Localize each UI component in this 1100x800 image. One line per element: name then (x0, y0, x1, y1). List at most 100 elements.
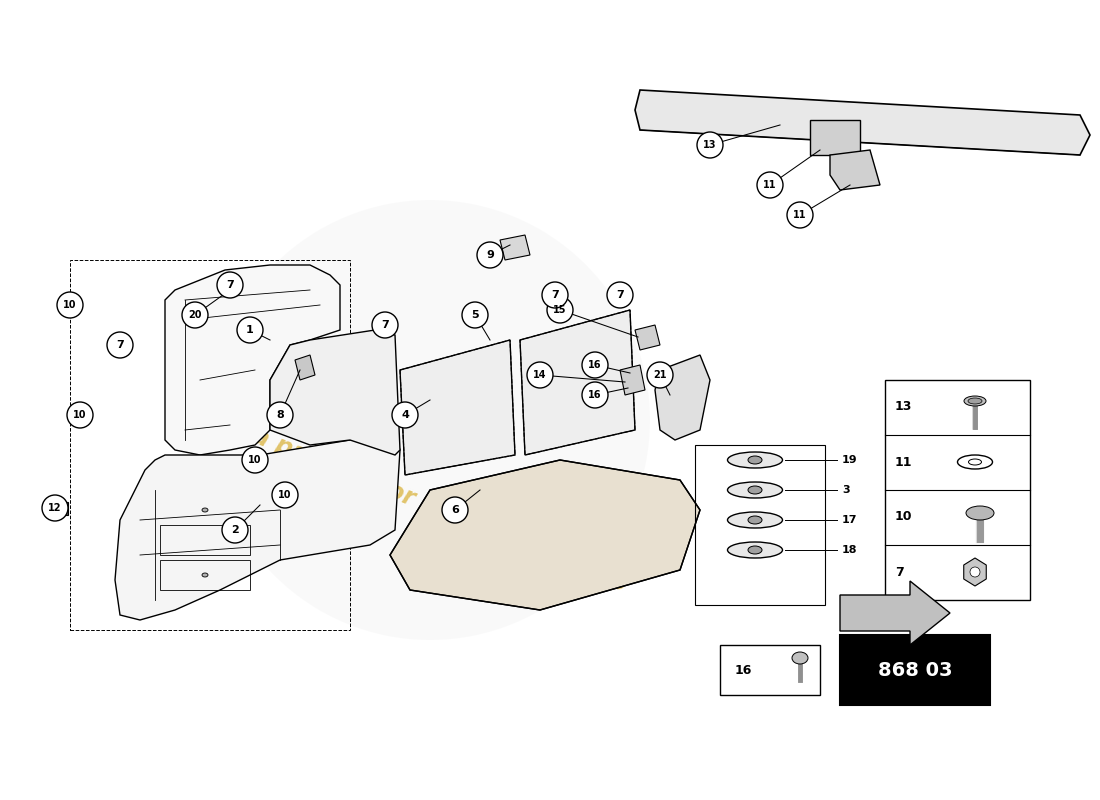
Text: 3: 3 (842, 485, 849, 495)
Polygon shape (295, 355, 315, 380)
Polygon shape (840, 581, 950, 645)
Circle shape (527, 362, 553, 388)
Text: 18: 18 (842, 545, 858, 555)
Ellipse shape (966, 506, 994, 520)
Circle shape (970, 567, 980, 577)
Text: 15: 15 (553, 305, 566, 315)
Text: 10: 10 (278, 490, 292, 500)
Circle shape (697, 132, 723, 158)
Text: 2: 2 (231, 525, 239, 535)
Circle shape (267, 402, 293, 428)
Bar (695, 445, 825, 605)
Text: 19: 19 (842, 455, 858, 465)
Text: a passion for parts since 1985: a passion for parts since 1985 (249, 423, 631, 597)
Circle shape (547, 297, 573, 323)
Polygon shape (400, 340, 515, 475)
Text: 7: 7 (117, 340, 124, 350)
Bar (70, 260, 350, 630)
Polygon shape (270, 330, 400, 455)
Polygon shape (635, 325, 660, 350)
Circle shape (462, 302, 488, 328)
Circle shape (272, 482, 298, 508)
Text: 10: 10 (74, 410, 87, 420)
Polygon shape (964, 558, 987, 586)
Circle shape (57, 292, 82, 318)
Circle shape (210, 200, 650, 640)
Polygon shape (654, 355, 710, 440)
Text: 17: 17 (842, 515, 858, 525)
Ellipse shape (727, 542, 782, 558)
Text: 7: 7 (551, 290, 559, 300)
Polygon shape (390, 460, 700, 610)
Ellipse shape (748, 516, 762, 524)
Circle shape (217, 272, 243, 298)
Text: 11: 11 (895, 455, 913, 469)
Text: 10: 10 (249, 455, 262, 465)
Text: 5: 5 (471, 310, 478, 320)
Circle shape (242, 447, 268, 473)
Text: 16: 16 (588, 390, 602, 400)
Circle shape (107, 332, 133, 358)
Circle shape (42, 495, 68, 521)
Polygon shape (830, 150, 880, 190)
Text: 12: 12 (48, 503, 62, 513)
Text: 21: 21 (653, 370, 667, 380)
Text: 7: 7 (227, 280, 234, 290)
Circle shape (182, 302, 208, 328)
Bar (160, 560, 250, 590)
Bar (886, 380, 1030, 600)
Circle shape (786, 202, 813, 228)
Circle shape (582, 382, 608, 408)
Circle shape (542, 282, 568, 308)
Polygon shape (116, 430, 400, 620)
Polygon shape (165, 265, 340, 455)
Ellipse shape (202, 508, 208, 512)
Text: 14: 14 (534, 370, 547, 380)
Polygon shape (620, 365, 645, 395)
Text: 20: 20 (188, 310, 201, 320)
Bar (810, 120, 860, 155)
Circle shape (607, 282, 632, 308)
Circle shape (67, 402, 94, 428)
Text: 9: 9 (486, 250, 494, 260)
Ellipse shape (748, 456, 762, 464)
Text: 7: 7 (616, 290, 624, 300)
Bar (160, 525, 250, 555)
Ellipse shape (727, 482, 782, 498)
Text: 13: 13 (703, 140, 717, 150)
Text: 11: 11 (763, 180, 777, 190)
Circle shape (477, 242, 503, 268)
Text: 7: 7 (381, 320, 389, 330)
Circle shape (236, 317, 263, 343)
Text: 10: 10 (895, 510, 913, 523)
Bar (840, 635, 990, 705)
Ellipse shape (792, 652, 808, 664)
Circle shape (372, 312, 398, 338)
Ellipse shape (968, 398, 982, 404)
Circle shape (392, 402, 418, 428)
Text: 7: 7 (895, 566, 904, 578)
Text: 10: 10 (64, 300, 77, 310)
Ellipse shape (964, 396, 986, 406)
Ellipse shape (727, 512, 782, 528)
Text: 11: 11 (793, 210, 806, 220)
Circle shape (757, 172, 783, 198)
Text: 6: 6 (451, 505, 459, 515)
Text: 4: 4 (402, 410, 409, 420)
Text: 16: 16 (735, 663, 752, 677)
Circle shape (582, 352, 608, 378)
Text: 8: 8 (276, 410, 284, 420)
Ellipse shape (748, 546, 762, 554)
Ellipse shape (968, 459, 981, 465)
Text: 1: 1 (246, 325, 254, 335)
Ellipse shape (202, 573, 208, 577)
Text: 868 03: 868 03 (878, 661, 953, 679)
Circle shape (442, 497, 468, 523)
Circle shape (222, 517, 248, 543)
Text: 13: 13 (895, 401, 912, 414)
Ellipse shape (727, 452, 782, 468)
Ellipse shape (957, 455, 992, 469)
Circle shape (647, 362, 673, 388)
Ellipse shape (748, 486, 762, 494)
Polygon shape (520, 310, 635, 455)
